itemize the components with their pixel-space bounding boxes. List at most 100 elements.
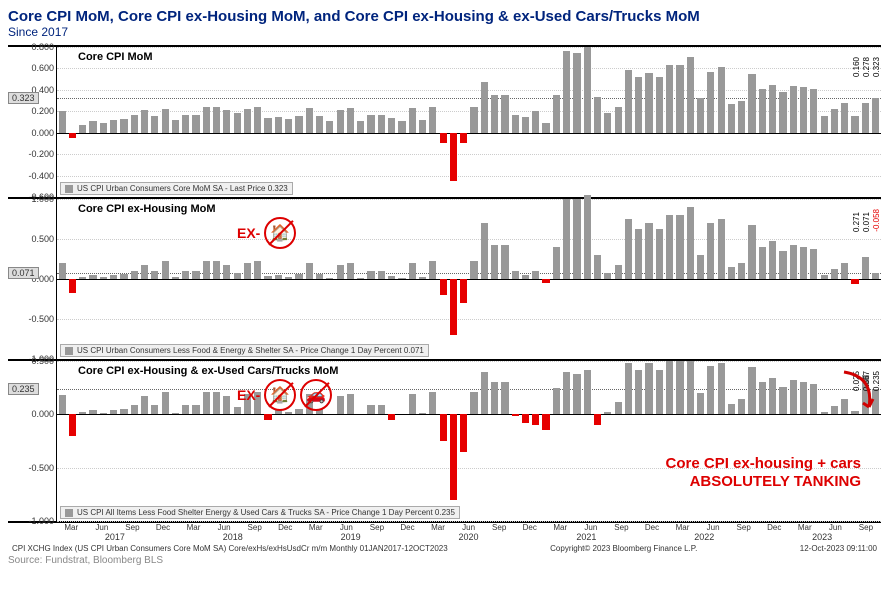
bar <box>79 125 86 133</box>
bar <box>512 115 519 133</box>
bar <box>337 396 344 414</box>
bar <box>790 245 797 279</box>
bar <box>594 414 601 425</box>
bar <box>584 195 591 279</box>
plot-area: 0.1600.2780.323 <box>56 47 881 197</box>
x-tick-month: Sep <box>117 523 148 532</box>
reference-value-box: 0.071 <box>8 267 39 279</box>
panel-legend: US CPI Urban Consumers Less Food & Energ… <box>60 344 429 357</box>
bar <box>223 110 230 133</box>
bar <box>625 70 632 133</box>
bar <box>172 120 179 133</box>
bar <box>810 249 817 279</box>
bar <box>573 374 580 415</box>
bar <box>522 414 529 423</box>
bar <box>295 274 302 279</box>
bar <box>192 115 199 133</box>
bar <box>192 405 199 415</box>
bar <box>378 115 385 133</box>
bar <box>275 117 282 133</box>
bar <box>203 261 210 279</box>
bar <box>59 111 66 132</box>
bar <box>676 215 683 279</box>
bar <box>532 414 539 425</box>
bar <box>738 263 745 279</box>
y-tick: -0.400 <box>28 171 54 181</box>
bar <box>790 380 797 414</box>
bar <box>120 274 127 279</box>
x-tick-month: Jun <box>87 523 118 532</box>
bar <box>645 363 652 414</box>
bar <box>615 402 622 415</box>
bar <box>501 95 508 133</box>
bar <box>800 87 807 133</box>
x-tick-month: Mar <box>301 523 332 532</box>
bar <box>131 271 138 279</box>
bar <box>326 278 333 279</box>
bar <box>872 273 879 279</box>
x-tick-month: Jun <box>453 523 484 532</box>
x-axis-years: 2017201820192020202120222023 <box>56 532 881 542</box>
bar <box>676 65 683 133</box>
panel-title: Core CPI ex-Housing & ex-Used Cars/Truck… <box>78 365 338 377</box>
bar <box>388 118 395 133</box>
bar <box>594 255 601 279</box>
bar <box>728 404 735 415</box>
bar <box>635 77 642 133</box>
x-tick-month: Dec <box>637 523 668 532</box>
bar <box>553 388 560 415</box>
bar <box>522 275 529 279</box>
bar <box>759 382 766 414</box>
bar <box>151 116 158 133</box>
chart-panels: Core CPI MoM-0.600-0.400-0.2000.0000.200… <box>8 45 881 523</box>
bar <box>615 265 622 279</box>
bar <box>357 278 364 279</box>
bar <box>728 104 735 133</box>
bar <box>264 118 271 133</box>
bar <box>367 115 374 133</box>
bar <box>687 361 694 414</box>
bar <box>285 412 292 414</box>
bar <box>120 409 127 414</box>
bar <box>409 394 416 414</box>
x-axis-months: MarJunSepDecMarJunSepDecMarJunSepDecMarJ… <box>56 523 881 532</box>
chart-panel: Core CPI ex-Housing MoM-1.000-0.5000.000… <box>8 197 881 359</box>
y-tick: -0.500 <box>28 314 54 324</box>
panel-legend: US CPI Urban Consumers Core MoM SA - Las… <box>60 182 293 195</box>
bar <box>450 279 457 335</box>
bar <box>821 116 828 133</box>
bar <box>285 119 292 133</box>
x-tick-month: Dec <box>514 523 545 532</box>
bar <box>831 406 838 415</box>
bar <box>182 271 189 279</box>
x-tick-month: Jun <box>331 523 362 532</box>
bar <box>89 121 96 133</box>
bar <box>625 363 632 414</box>
bar <box>790 86 797 133</box>
bar <box>162 109 169 133</box>
bar <box>460 279 467 303</box>
bar <box>388 414 395 419</box>
bar <box>470 107 477 133</box>
x-tick-year: 2017 <box>56 532 174 542</box>
bar <box>604 273 611 279</box>
bar <box>264 414 271 419</box>
bar <box>69 133 76 138</box>
chart-panel: Core CPI MoM-0.600-0.400-0.2000.0000.200… <box>8 45 881 197</box>
bar <box>481 223 488 279</box>
bar <box>388 276 395 279</box>
x-tick-month: Jun <box>698 523 729 532</box>
bar <box>120 119 127 133</box>
bar <box>285 277 292 279</box>
bar <box>213 392 220 414</box>
bar <box>769 378 776 414</box>
bar <box>512 271 519 279</box>
bar <box>872 98 879 132</box>
bar <box>100 123 107 133</box>
x-tick-month: Sep <box>606 523 637 532</box>
bar <box>553 247 560 279</box>
bar <box>234 273 241 279</box>
bar <box>347 108 354 133</box>
x-tick-year: 2022 <box>645 532 763 542</box>
y-tick: 0.800 <box>31 42 54 52</box>
